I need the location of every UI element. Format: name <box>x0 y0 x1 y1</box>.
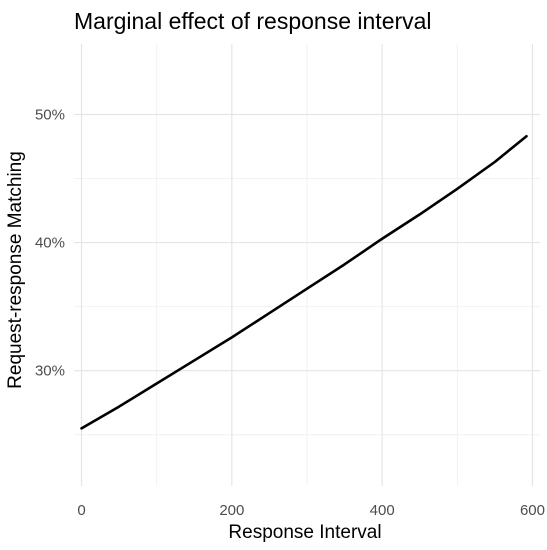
x-axis-title: Response Interval <box>228 522 381 543</box>
marginal-effect-line <box>80 134 528 430</box>
x-tick-label: 0 <box>77 502 85 519</box>
minor-gridlines <box>74 44 540 486</box>
x-tick-label: 600 <box>520 502 545 519</box>
y-tick-label: 40% <box>35 235 65 252</box>
x-tick-label: 200 <box>219 502 244 519</box>
chart-title: Marginal effect of response interval <box>74 8 432 34</box>
y-axis-title: Request-response Matching <box>5 151 26 389</box>
y-tick-label: 50% <box>35 106 65 123</box>
y-axis-tick-labels: 30% 40% 50% <box>35 106 65 379</box>
series-layer <box>80 134 528 430</box>
x-axis-tick-labels: 0 200 400 600 <box>77 502 545 519</box>
major-gridlines <box>74 44 540 486</box>
x-tick-label: 400 <box>370 502 395 519</box>
y-tick-label: 30% <box>35 363 65 380</box>
